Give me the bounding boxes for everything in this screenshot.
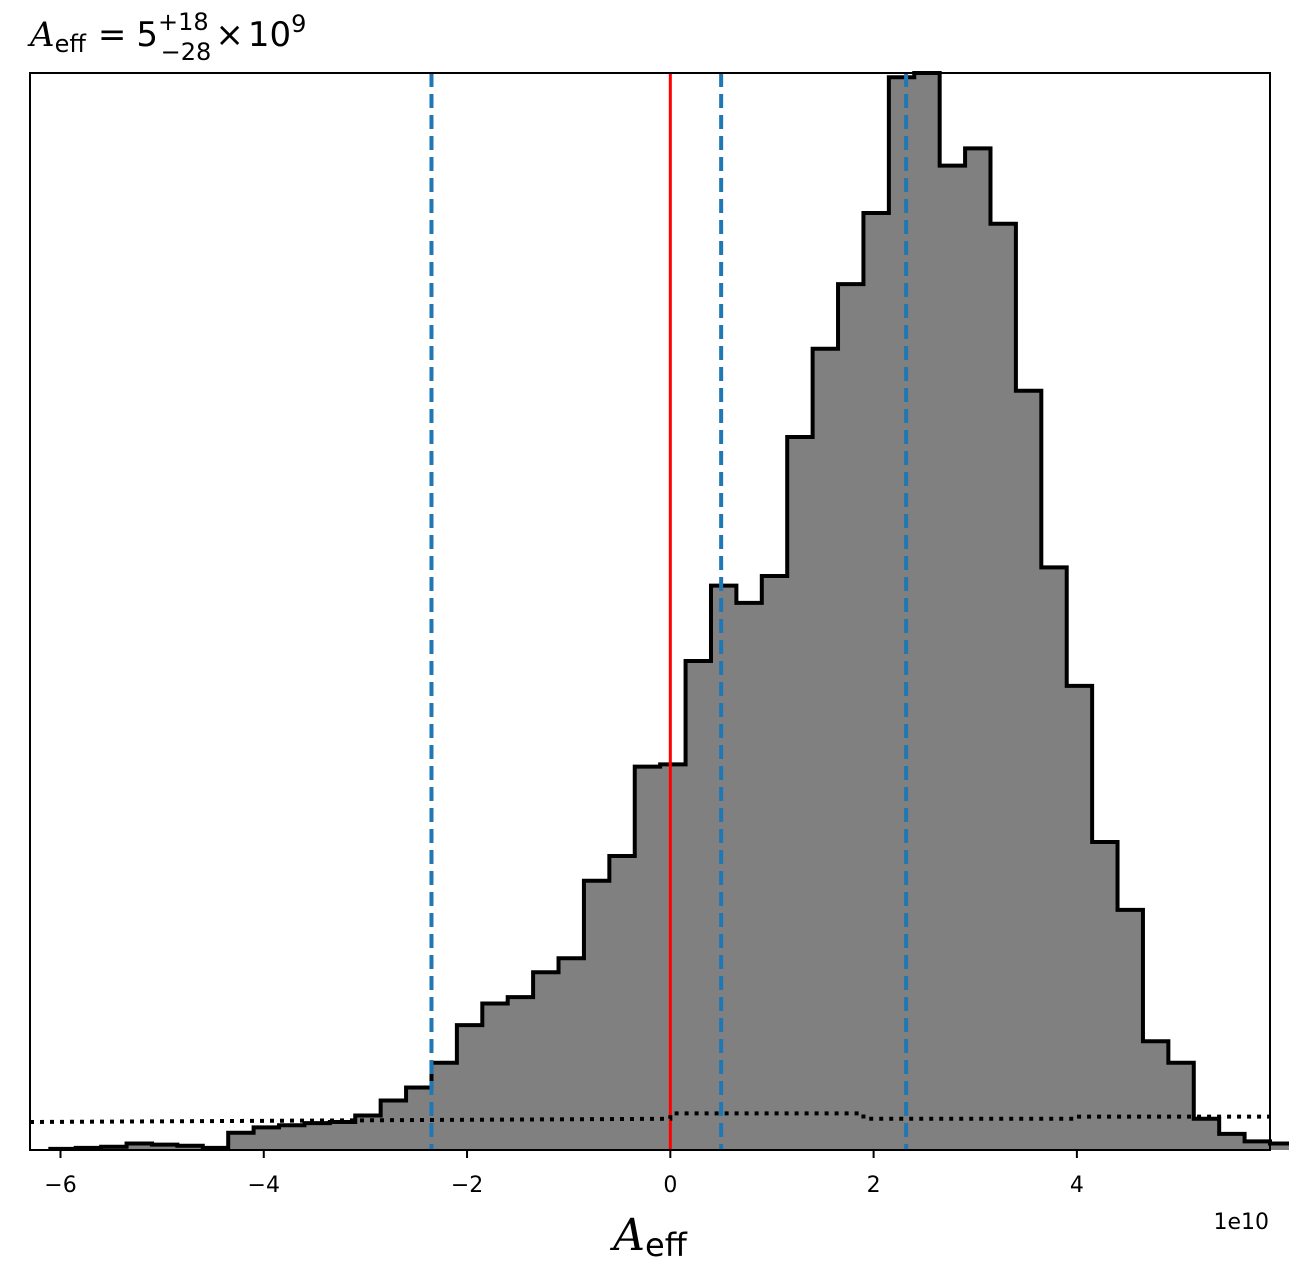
histogram-bar bbox=[1270, 1143, 1289, 1150]
prior-dotted-line bbox=[29, 1111, 1270, 1124]
histogram-bar bbox=[634, 766, 661, 1150]
x-axis-label: Aeff bbox=[609, 1210, 687, 1264]
histogram-bar bbox=[1142, 1041, 1169, 1150]
title-value: 5 bbox=[136, 15, 158, 55]
histogram-bar bbox=[1168, 1062, 1195, 1150]
x-tick-label: 2 bbox=[867, 1173, 881, 1198]
histogram-bar bbox=[863, 213, 890, 1150]
histogram-bar bbox=[965, 148, 992, 1150]
x-offset-label: 1e10 bbox=[1213, 1210, 1269, 1235]
title-upper-error: +18 bbox=[158, 8, 209, 36]
histogram-bar bbox=[736, 602, 763, 1150]
title-times: × bbox=[215, 15, 244, 55]
prior-line-layer bbox=[29, 1111, 1270, 1124]
histogram-bar bbox=[456, 1025, 483, 1150]
histogram-bar bbox=[838, 284, 865, 1150]
histogram-bar bbox=[228, 1132, 255, 1150]
x-tick-label: 4 bbox=[1070, 1173, 1084, 1198]
x-tick-label: 0 bbox=[663, 1173, 677, 1198]
histogram-bar bbox=[812, 348, 839, 1150]
histogram-bar bbox=[660, 764, 687, 1150]
histogram-bar bbox=[1219, 1133, 1246, 1150]
histogram-bar bbox=[151, 1144, 178, 1150]
histogram-bar bbox=[253, 1127, 280, 1150]
axes-frame bbox=[29, 72, 1271, 1151]
histogram-bar bbox=[609, 855, 636, 1150]
xlabel-symbol: A bbox=[609, 1210, 645, 1261]
histogram-bar bbox=[1092, 841, 1119, 1150]
x-tick-label: −6 bbox=[44, 1173, 76, 1198]
vertical-lines-layer bbox=[429, 73, 909, 1150]
histogram-bar bbox=[279, 1125, 306, 1150]
chart-title: Aeff = 5+18 −28 × 109 bbox=[27, 8, 306, 66]
histogram-bar bbox=[1193, 1118, 1220, 1150]
histogram-bar bbox=[355, 1115, 382, 1150]
x-tick-label: −2 bbox=[451, 1173, 483, 1198]
histogram-bar bbox=[1244, 1141, 1271, 1150]
x-ticks-layer: −6 −4 −2 0 2 4 bbox=[44, 1150, 1084, 1198]
histogram-layer bbox=[48, 71, 1289, 1151]
histogram-bar bbox=[914, 73, 941, 1150]
histogram-bar bbox=[1015, 390, 1042, 1151]
histogram-bar bbox=[761, 575, 788, 1150]
x-tick-label: −4 bbox=[248, 1173, 280, 1198]
title-equals: = bbox=[98, 15, 127, 55]
title-lower-error: −28 bbox=[161, 38, 212, 66]
title-symbol: A bbox=[27, 15, 55, 55]
histogram-bar bbox=[939, 165, 966, 1150]
histogram-bar bbox=[126, 1143, 153, 1150]
title-base: 10 bbox=[248, 15, 291, 55]
histogram-bar bbox=[177, 1145, 204, 1150]
histogram-bar bbox=[406, 1087, 433, 1150]
histogram-bar bbox=[1117, 909, 1144, 1150]
histogram-bar bbox=[304, 1123, 331, 1150]
histogram-bar bbox=[507, 997, 534, 1150]
histogram-bar bbox=[685, 661, 712, 1150]
title-exponent: 9 bbox=[291, 10, 306, 38]
histogram-bar bbox=[431, 1062, 458, 1150]
histogram-bar bbox=[482, 1003, 509, 1150]
histogram-bar bbox=[787, 437, 814, 1150]
histogram-bar bbox=[1041, 567, 1068, 1150]
histogram-bar bbox=[710, 585, 737, 1150]
histogram-bar bbox=[329, 1121, 356, 1150]
xlabel-subscript: eff bbox=[645, 1226, 688, 1264]
histogram-bar bbox=[533, 972, 560, 1150]
title-subscript: eff bbox=[55, 30, 87, 58]
histogram-bar bbox=[583, 880, 610, 1150]
histogram-bar bbox=[380, 1100, 407, 1150]
histogram-bar bbox=[990, 223, 1017, 1150]
histogram-bar bbox=[1066, 685, 1093, 1150]
histogram-outline bbox=[48, 71, 1289, 1151]
histogram-bar bbox=[888, 77, 915, 1151]
